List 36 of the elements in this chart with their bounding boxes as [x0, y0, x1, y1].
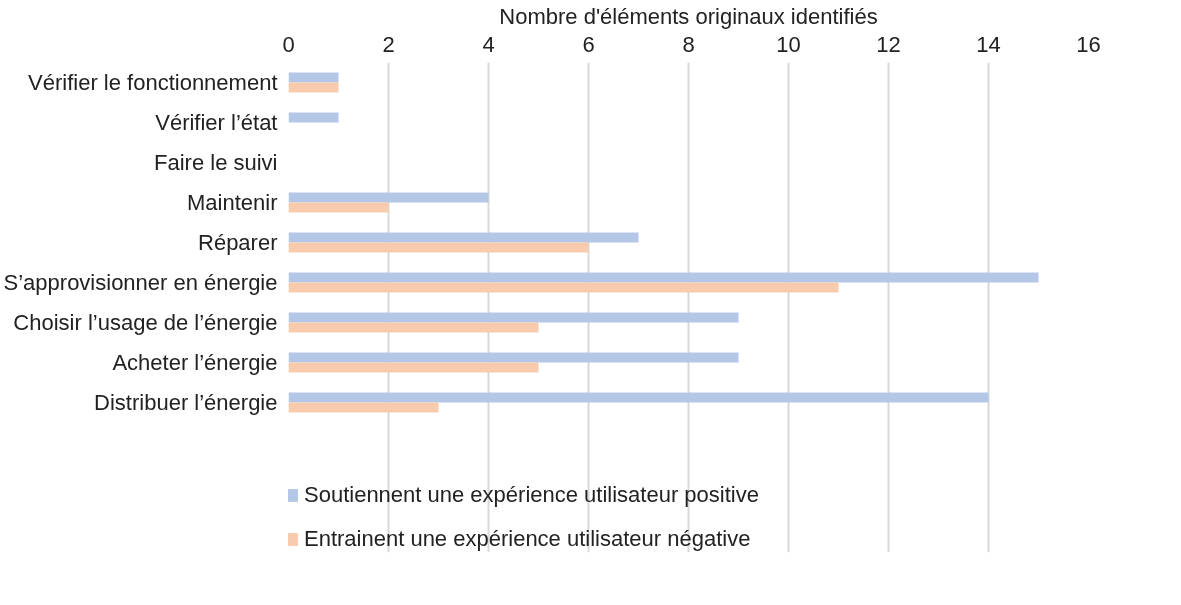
- y-tick-label: Choisir l’usage de l’énergie: [13, 310, 278, 335]
- y-tick-label: Vérifier l’état: [155, 110, 278, 135]
- bar: [288, 362, 539, 373]
- x-tick-label: 10: [776, 31, 801, 57]
- x-tick-label: 6: [582, 31, 595, 57]
- bar: [288, 282, 839, 293]
- bar: [288, 72, 339, 83]
- y-tick-label: Réparer: [198, 230, 278, 255]
- bar: [288, 202, 389, 213]
- y-tick-label: S’approvisionner en énergie: [3, 270, 278, 295]
- legend-label: Entrainent une expérience utilisateur négative: [304, 526, 751, 552]
- bar: [288, 242, 589, 253]
- bar: [288, 82, 339, 93]
- x-tick-label: 16: [1076, 31, 1101, 57]
- y-tick-label: Maintenir: [187, 190, 278, 215]
- legend-label: Soutiennent une expérience utilisateur positive: [304, 482, 759, 508]
- bar: [288, 392, 989, 403]
- y-tick-label: Acheter l’énergie: [112, 350, 278, 375]
- y-tick-label: Distribuer l’énergie: [94, 390, 278, 415]
- x-tick-label: 8: [682, 31, 695, 57]
- bar: [288, 322, 539, 333]
- x-tick-label: 0: [282, 31, 295, 57]
- bar: [288, 232, 639, 243]
- x-tick-label: 12: [876, 31, 901, 57]
- bar: [288, 272, 1039, 283]
- x-tick-label: 2: [382, 31, 395, 57]
- bar: [288, 352, 739, 363]
- y-tick-label: Vérifier le fonctionnement: [28, 70, 278, 95]
- bar: [288, 402, 439, 413]
- x-tick-label: 4: [482, 31, 495, 57]
- bar: [288, 312, 739, 323]
- x-tick-label: 14: [976, 31, 1001, 57]
- bar: [288, 112, 339, 123]
- bar: [288, 192, 489, 203]
- x-axis-title: Nombre d'éléments originaux identifiés: [499, 3, 878, 29]
- y-tick-label: Faire le suivi: [154, 150, 278, 175]
